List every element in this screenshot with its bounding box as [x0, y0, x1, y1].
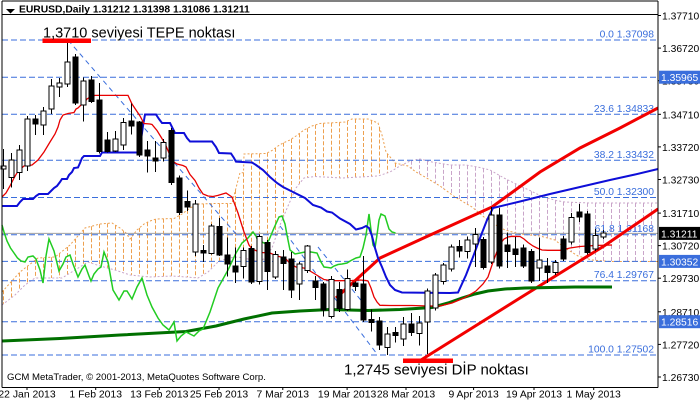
svg-text:23.6 1.34833: 23.6 1.34833: [594, 104, 654, 115]
svg-text:GCM MetaTrader, © 2001-2013, M: GCM MetaTrader, © 2001-2013, MetaQuotes …: [7, 372, 266, 383]
svg-text:1.31211: 1.31211: [661, 229, 698, 240]
svg-text:1.28516: 1.28516: [661, 318, 698, 329]
svg-text:19 Mar 2013: 19 Mar 2013: [318, 390, 377, 401]
svg-text:1,2745 seviyesi DİP noktası: 1,2745 seviyesi DİP noktası: [344, 361, 529, 379]
svg-text:EURUSD,Daily 1.31212 1.31398: EURUSD,Daily 1.31212 1.31398 1.31086 1.3…: [19, 5, 250, 16]
svg-text:38.2 1.33432: 38.2 1.33432: [594, 150, 654, 161]
svg-text:1.28710: 1.28710: [662, 308, 699, 319]
svg-text:19 Apr 2013: 19 Apr 2013: [506, 390, 562, 401]
svg-text:1.36720: 1.36720: [662, 44, 699, 55]
svg-text:13 Feb 2013: 13 Feb 2013: [130, 390, 189, 401]
svg-text:1.34710: 1.34710: [662, 110, 699, 121]
svg-text:1 May 2013: 1 May 2013: [567, 390, 622, 401]
svg-text:1.29730: 1.29730: [662, 274, 699, 285]
svg-text:22 Jan 2013: 22 Jan 2013: [0, 390, 56, 401]
svg-text:25 Feb 2013: 25 Feb 2013: [190, 390, 249, 401]
svg-text:1 Feb 2013: 1 Feb 2013: [69, 390, 122, 401]
svg-text:1.32730: 1.32730: [662, 176, 699, 187]
svg-text:1.37710: 1.37710: [662, 12, 699, 23]
svg-text:1.35965: 1.35965: [661, 73, 698, 84]
svg-text:9 Apr 2013: 9 Apr 2013: [448, 390, 498, 401]
svg-text:1.27720: 1.27720: [662, 340, 699, 351]
svg-text:76.4 1.29767: 76.4 1.29767: [594, 270, 654, 281]
svg-text:1.30352: 1.30352: [661, 257, 698, 268]
svg-text:1.33720: 1.33720: [662, 143, 699, 154]
svg-text:28 Mar 2013: 28 Mar 2013: [377, 390, 436, 401]
svg-text:1.30720: 1.30720: [662, 242, 699, 253]
svg-text:1.31710: 1.31710: [662, 209, 699, 220]
svg-text:0.0 1.37098: 0.0 1.37098: [600, 30, 655, 41]
svg-text:61.8 1.31168: 61.8 1.31168: [595, 224, 655, 235]
svg-text:50.0 1.32300: 50.0 1.32300: [594, 187, 654, 198]
svg-text:7 Mar 2013: 7 Mar 2013: [257, 390, 310, 401]
svg-text:100.0 1.27502: 100.0 1.27502: [588, 345, 654, 356]
svg-text:1.26730: 1.26730: [662, 373, 699, 384]
svg-text:1,3710 seviyesi TEPE noktası: 1,3710 seviyesi TEPE noktası: [43, 26, 235, 42]
